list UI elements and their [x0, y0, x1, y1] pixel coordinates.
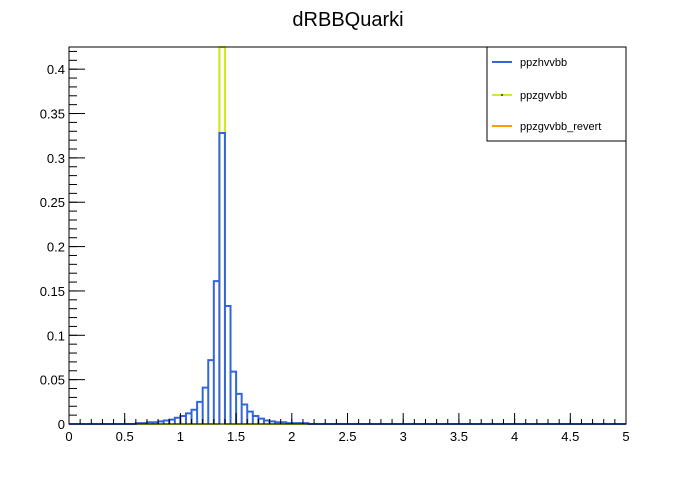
x-tick-label: 4	[511, 429, 518, 444]
x-tick-label: 2.5	[338, 429, 356, 444]
legend-label-ppzgvvbb: ppzgvvbb	[520, 90, 567, 102]
bar-ppzhvvbb-7	[175, 418, 181, 424]
legend-marker-ppzgvvbb	[501, 94, 503, 96]
x-tick-label: 3.5	[450, 429, 468, 444]
bar-ppzhvvbb-21	[253, 416, 259, 424]
y-tick-label: 0.25	[40, 195, 65, 210]
y-tick-label: 0.2	[47, 240, 65, 255]
y-tick-label: 0.05	[40, 373, 65, 388]
bar-ppzhvvbb-12	[203, 388, 209, 424]
bar-ppzhvvbb-13	[208, 360, 214, 424]
bar-ppzhvvbb-14	[214, 281, 220, 424]
y-tick-label: 0.35	[40, 107, 65, 122]
x-tick-label: 0.5	[116, 429, 134, 444]
bar-ppzhvvbb-17	[231, 372, 237, 424]
x-tick-label: 5	[622, 429, 629, 444]
y-tick-label: 0.3	[47, 151, 65, 166]
bar-ppzhvvbb-10	[192, 410, 198, 424]
y-tick-label: 0	[58, 417, 65, 432]
bar-ppzhvvbb-8	[180, 416, 186, 424]
x-tick-label: 1.5	[227, 429, 245, 444]
bar-ppzhvvbb-18	[236, 394, 242, 424]
y-axis: 0 0.05 0.1 0.15 0.2 0.25 0.3 0.35 0.4	[40, 50, 85, 432]
bar-ppzhvvbb-23	[264, 420, 270, 424]
y-tick-label: 0.4	[47, 62, 65, 77]
legend: ppzhvvbb ppzgvvbb ppzgvvbb_revert	[486, 46, 627, 142]
bar-ppzhvvbb-11	[197, 402, 203, 424]
bar-ppzhvvbb-22	[258, 419, 264, 424]
x-tick-label: 4.5	[561, 429, 579, 444]
bar-ppzhvvbb-20	[247, 412, 253, 424]
x-tick-label: 3	[400, 429, 407, 444]
bar-ppzhvvbb-19	[242, 404, 248, 424]
bar-ppzhvvbb-9	[186, 413, 192, 424]
x-tick-label: 0	[65, 429, 72, 444]
legend-label-ppzhvvbb: ppzhvvbb	[520, 57, 567, 69]
y-tick-label: 0.1	[47, 328, 65, 343]
bar-ppzhvvbb-5	[164, 420, 170, 424]
y-tick-label: 0.15	[40, 284, 65, 299]
bar-ppzhvvbb-15	[219, 133, 225, 424]
x-tick-label: 1	[177, 429, 184, 444]
chart-title: dRBBQuarki	[292, 9, 403, 31]
bar-ppzhvvbb-6	[169, 420, 175, 424]
legend-label-ppzgvvbb-revert: ppzgvvbb_revert	[520, 121, 601, 133]
x-axis: 0 0.5 1 1.5 2 2.5 3 3.5 4 4.5 5	[65, 413, 630, 444]
x-tick-label: 2	[288, 429, 295, 444]
bar-ppzhvvbb-16	[225, 306, 231, 424]
